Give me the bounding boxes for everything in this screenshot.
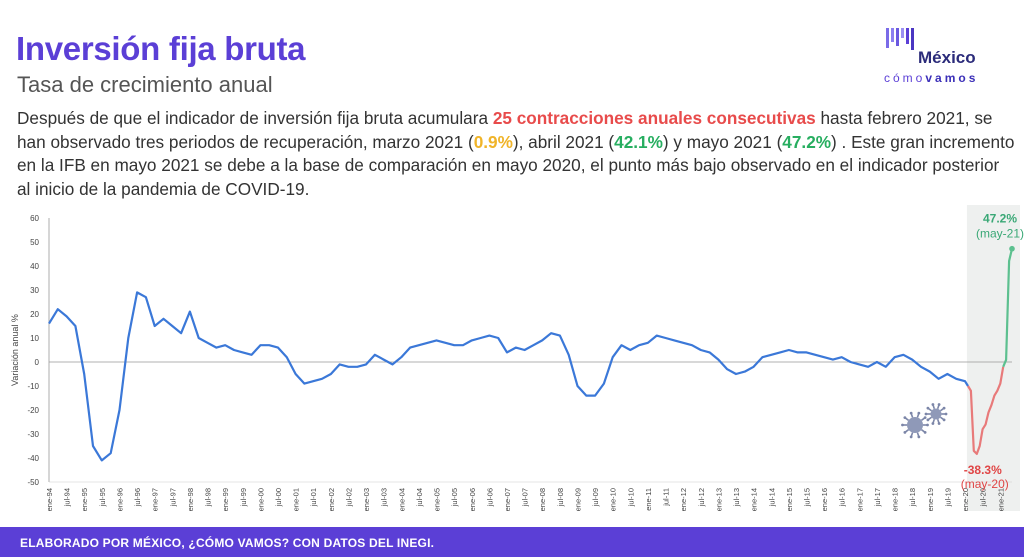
y-tick-label: -40 [27, 454, 39, 463]
x-tick-label: ene-05 [433, 488, 442, 511]
x-tick-label: ene-97 [151, 488, 160, 511]
x-tick-label: jul-15 [802, 488, 811, 507]
page-title: Inversión fija bruta [16, 30, 306, 67]
x-tick-label: jul-95 [98, 488, 107, 507]
x-tick-label: jul-17 [873, 488, 882, 507]
x-tick-label: ene-19 [926, 488, 935, 511]
x-tick-label: jul-05 [450, 488, 459, 507]
series-end-point [1009, 245, 1015, 252]
x-tick-label: jul-99 [239, 488, 248, 507]
x-tick-label: jul-03 [380, 488, 389, 507]
x-tick-label: jul-12 [697, 488, 706, 507]
x-tick-label: ene-13 [714, 488, 723, 511]
x-tick-label: jul-94 [63, 488, 72, 507]
y-tick-label: 20 [30, 310, 39, 319]
description-paragraph: Después de que el indicador de inversión… [17, 108, 1015, 199]
x-tick-label: ene-96 [115, 488, 124, 511]
x-tick-label: ene-20 [961, 488, 970, 511]
y-tick-label: 10 [30, 334, 39, 343]
x-tick-label: ene-16 [820, 488, 829, 511]
x-tick-label: ene-02 [327, 488, 336, 511]
x-tick-label: ene-10 [609, 488, 618, 511]
y-axis-label: Variación anual % [10, 314, 20, 386]
x-tick-label: ene-00 [256, 488, 265, 511]
investment-growth-chart: -50 -40 -30 -20 -10 0 10 20 30 40 50 60 Variación an… [10, 205, 1024, 511]
annotation-max-date: (may-21) [976, 227, 1024, 241]
x-tick-label: jul-18 [908, 488, 917, 507]
x-tick-label: ene-06 [468, 488, 477, 511]
x-tick-label: jul-02 [344, 488, 353, 507]
x-tick-label: jul-07 [521, 488, 530, 507]
y-tick-label: 60 [30, 214, 39, 223]
annotation-max-value: 47.2% [983, 212, 1017, 226]
x-tick-label: jul-96 [133, 488, 142, 507]
y-tick-label: 40 [30, 262, 39, 271]
x-tick-label: ene-98 [186, 488, 195, 511]
x-tick-label: ene-08 [538, 488, 547, 511]
annotation-min-date: (may-20) [961, 477, 1009, 491]
y-tick-label: -20 [27, 406, 39, 415]
x-tick-label: ene-14 [750, 488, 759, 511]
x-tick-label: jul-08 [556, 488, 565, 507]
x-tick-label: jul-98 [204, 488, 213, 507]
value-may-2021: 47.2% [782, 131, 832, 152]
x-tick-label: ene-03 [362, 488, 371, 511]
x-tick-label: jul-13 [732, 488, 741, 507]
mexico-como-vamos-logo: México cómovamos [880, 26, 1010, 86]
x-tick-label: ene-17 [855, 488, 864, 511]
x-tick-label: jul-97 [168, 488, 177, 507]
x-tick-label: jul-09 [591, 488, 600, 507]
y-tick-label: -10 [27, 382, 39, 391]
x-tick-label: jul-10 [626, 488, 635, 507]
x-tick-label: ene-04 [397, 488, 406, 511]
y-tick-label: 0 [35, 358, 40, 367]
y-tick-label: 50 [30, 238, 39, 247]
x-tick-label: jul-01 [309, 488, 318, 507]
y-tick-label: -50 [27, 478, 39, 487]
x-tick-label: ene-15 [785, 488, 794, 511]
x-tick-label: ene-11 [644, 488, 653, 511]
x-tick-label: ene-01 [292, 488, 301, 511]
x-tick-label: jul-06 [485, 488, 494, 507]
x-tick-label: jul-20 [979, 488, 988, 507]
x-tick-label: jul-11 [662, 488, 671, 507]
x-tick-label: jul-19 [943, 488, 952, 507]
page-subtitle: Tasa de crecimiento anual [17, 72, 273, 97]
x-tick-label: ene-09 [573, 488, 582, 511]
series-line-pre-pandemic [48, 291, 969, 462]
series-line-recovery [1002, 248, 1014, 368]
logo-tagline: cómovamos [884, 71, 979, 85]
x-tick-label: ene-12 [679, 488, 688, 511]
x-tick-label: ene-94 [45, 488, 54, 511]
x-tick-label: ene-21 [996, 488, 1005, 511]
x-tick-label: ene-99 [221, 488, 230, 511]
virus-icon [901, 411, 929, 439]
x-tick-label: ene-07 [503, 488, 512, 511]
annotation-min-value: -38.3% [964, 463, 1002, 477]
x-tick-label: jul-14 [767, 488, 776, 507]
footer-credit: ELABORADO POR MÉXICO, ¿CÓMO VAMOS? CON D… [20, 536, 435, 550]
x-tick-label: jul-00 [274, 488, 283, 507]
logo-bars-icon [886, 28, 914, 50]
y-tick-label: 30 [30, 286, 39, 295]
footer-bar: ELABORADO POR MÉXICO, ¿CÓMO VAMOS? CON D… [0, 527, 1024, 557]
series-line-pandemic-drop [967, 366, 1005, 455]
logo-name: México [918, 48, 976, 67]
value-april-2021: 42.1% [614, 131, 663, 152]
highlight-contractions: 25 contracciones anuales consecutivas [492, 108, 816, 128]
x-tick-label: jul-16 [838, 488, 847, 507]
value-march-2021: 0.9% [473, 131, 513, 152]
x-tick-label: jul-04 [415, 488, 424, 507]
virus-icon [924, 403, 948, 425]
x-tick-label: ene-95 [80, 488, 89, 511]
y-tick-label: -30 [27, 430, 39, 439]
x-tick-label: ene-18 [891, 488, 900, 511]
